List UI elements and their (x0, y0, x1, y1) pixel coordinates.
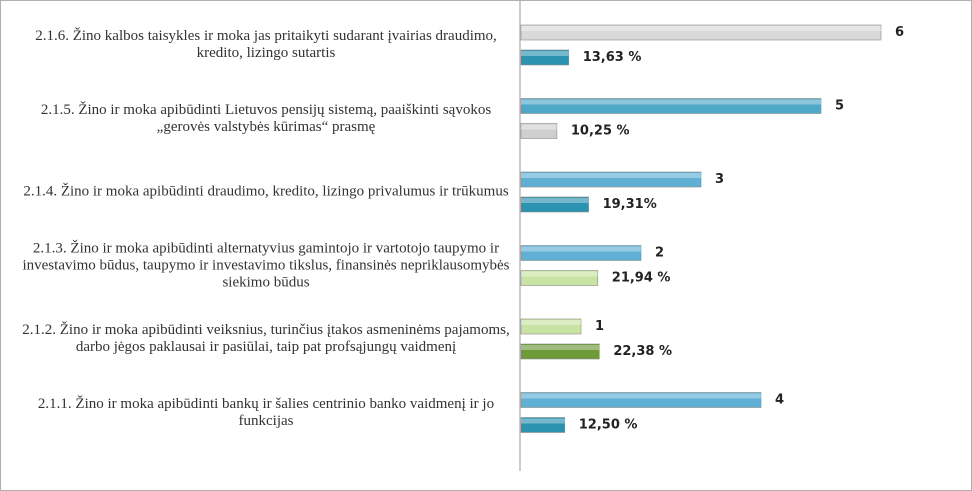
bar (520, 98, 822, 114)
category-label: 2.1.1. Žino ir moka apibūdinti bankų ir … (37, 395, 495, 429)
data-label: 2 (655, 246, 664, 261)
bar-highlight (521, 198, 589, 203)
data-label: 19,31% (603, 197, 657, 212)
data-label: 6 (895, 25, 904, 40)
bar (520, 343, 600, 360)
category-label: 2.1.5. Žino ir moka apibūdinti Lietuvos … (40, 101, 492, 135)
bar (520, 49, 570, 66)
data-label: 21,94 % (612, 271, 671, 286)
bar-highlight (521, 320, 581, 325)
bar (520, 245, 642, 261)
bar (520, 123, 558, 139)
data-label: 3 (715, 172, 724, 187)
bar-highlight (521, 393, 761, 399)
bar-highlight (521, 124, 557, 130)
data-label: 4 (775, 393, 784, 408)
category-label: 2.1.4. Žino ir moka apibūdinti draudimo,… (23, 183, 509, 200)
data-label: 10,25 % (571, 124, 630, 139)
bar-highlight (521, 246, 641, 252)
data-label: 1 (595, 319, 604, 334)
bar-highlight (521, 345, 600, 350)
bar-highlight (521, 418, 565, 424)
bar (520, 171, 702, 188)
bar (520, 196, 589, 213)
data-label: 12,50 % (579, 418, 638, 433)
bar-highlight (521, 173, 701, 178)
category-label: 2.1.2. Žino ir moka apibūdinti veiksnius… (22, 322, 510, 355)
bar (520, 318, 582, 335)
bar-highlight (521, 26, 881, 31)
data-label: 22,38 % (613, 344, 672, 359)
category-label: 2.1.3. Žino ir moka apibūdinti alternaty… (22, 240, 510, 290)
bar (520, 417, 566, 433)
bar (520, 270, 599, 286)
bar-highlight (521, 99, 821, 105)
category-label: 2.1.6. Žino kalbos taisykles ir moka jas… (35, 28, 497, 61)
bar (520, 392, 762, 408)
data-label: 5 (835, 99, 844, 114)
data-label: 13,63 % (583, 50, 642, 65)
bar-highlight (521, 271, 598, 277)
bar (520, 24, 882, 41)
bar-highlight (521, 51, 569, 56)
